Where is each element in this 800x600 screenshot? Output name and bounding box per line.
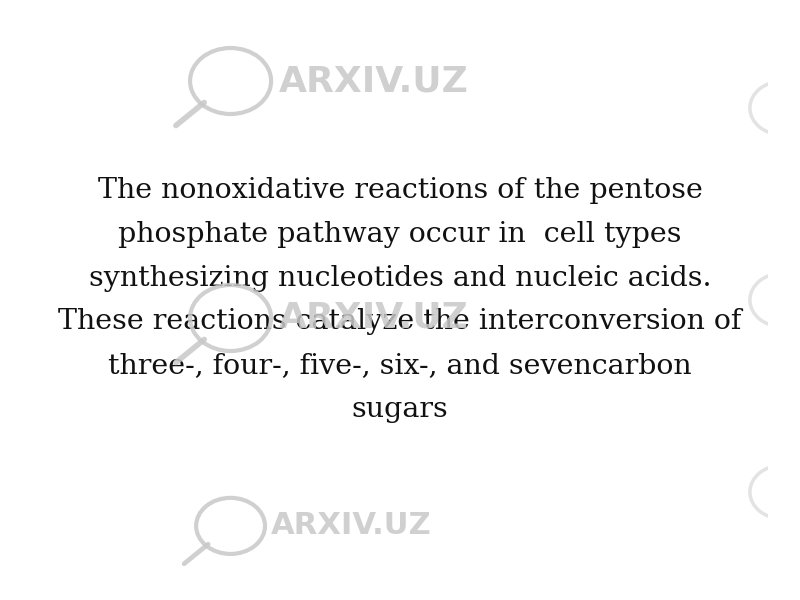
Text: synthesizing nucleotides and nucleic acids.: synthesizing nucleotides and nucleic aci… [89,265,711,292]
Text: phosphate pathway occur in  cell types: phosphate pathway occur in cell types [118,221,682,248]
Text: These reactions catalyze the interconversion of: These reactions catalyze the interconver… [58,308,742,335]
Text: three-, four-, five-, six-, and sevencarbon: three-, four-, five-, six-, and sevencar… [108,352,692,379]
Text: ARXIV.UZ: ARXIV.UZ [278,64,468,98]
Text: ARXIV.UZ: ARXIV.UZ [278,301,468,335]
Text: ARXIV.UZ: ARXIV.UZ [271,511,432,541]
Text: The nonoxidative reactions of the pentose: The nonoxidative reactions of the pentos… [98,177,702,204]
Text: sugars: sugars [352,396,448,423]
